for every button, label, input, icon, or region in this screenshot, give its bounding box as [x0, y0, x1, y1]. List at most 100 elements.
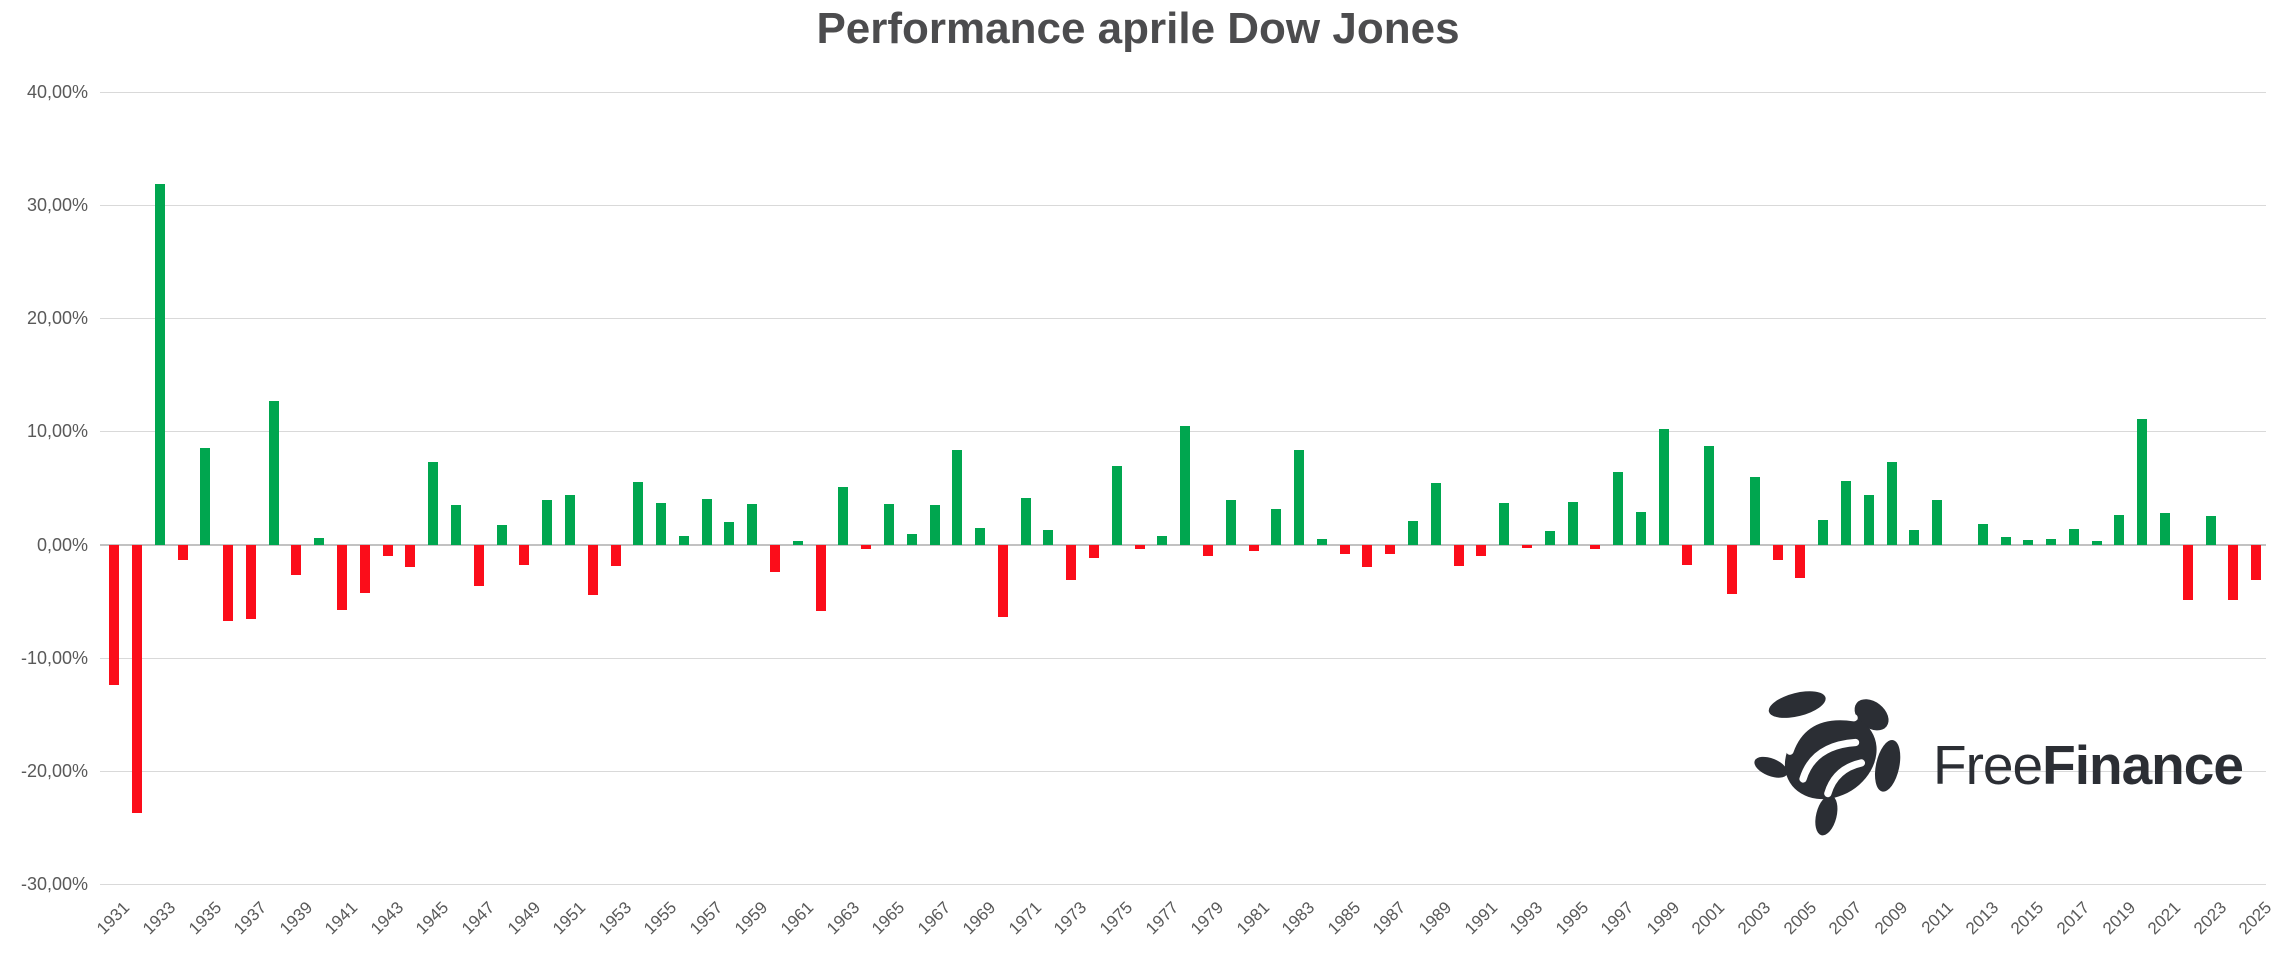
bar-1943 — [382, 544, 393, 556]
x-axis-label: 1999 — [1642, 898, 1684, 939]
x-axis-label: 1971 — [1004, 898, 1046, 939]
gridline — [100, 92, 2266, 93]
x-axis-label: 2015 — [2007, 898, 2048, 939]
bar-1968 — [952, 449, 963, 545]
bar-1934 — [177, 544, 188, 561]
gridline — [100, 318, 2266, 320]
bar-1974 — [1089, 544, 1100, 559]
x-axis-label: 1935 — [184, 898, 225, 939]
bar-1983 — [1294, 449, 1305, 545]
logo-text-finance: Finance — [2042, 734, 2244, 796]
x-axis-label: 1963 — [822, 898, 863, 939]
x-axis-label: 2009 — [1870, 898, 1912, 939]
x-axis-label: 2021 — [2144, 898, 2185, 939]
bar-2005 — [1795, 544, 1806, 579]
bar-1979 — [1202, 544, 1213, 556]
bar-1964 — [861, 544, 872, 550]
bar-2020 — [2137, 418, 2148, 545]
chart-title: Performance aprile Dow Jones — [816, 4, 1460, 53]
bar-1932 — [131, 544, 142, 813]
bar-1984 — [1316, 538, 1327, 545]
x-axis-label: 1955 — [640, 898, 681, 939]
bar-1966 — [906, 534, 917, 545]
x-axis-label: 1995 — [1551, 898, 1593, 939]
turtle-icon — [1754, 691, 1901, 836]
bar-1938 — [268, 400, 279, 545]
x-axis-label: 1991 — [1460, 898, 1501, 939]
bar-1969 — [975, 527, 986, 545]
y-axis-label: 20,00% — [26, 308, 88, 329]
bar-2008 — [1863, 494, 1874, 545]
x-axis-label: 1931 — [93, 898, 134, 939]
bar-1963 — [838, 486, 849, 545]
x-axis-label: 1993 — [1506, 898, 1547, 939]
bar-2024 — [2228, 544, 2239, 600]
bar-1961 — [792, 541, 803, 545]
bar-2011 — [1932, 500, 1943, 545]
bar-1980 — [1225, 500, 1236, 545]
x-axis-label: 1953 — [594, 898, 635, 939]
gridline — [100, 883, 2266, 885]
bar-2009 — [1886, 461, 1897, 545]
y-axis-label: -30,00% — [20, 873, 88, 894]
bar-1946 — [451, 504, 461, 545]
bar-1953 — [610, 544, 621, 567]
bar-2002 — [1727, 544, 1738, 595]
bar-1960 — [770, 544, 781, 572]
bar-2004 — [1772, 544, 1783, 561]
x-axis-label: 1997 — [1597, 898, 1638, 939]
logo-text-free: Free — [1933, 734, 2043, 796]
x-axis-label: 1967 — [913, 898, 954, 939]
x-axis-label: 1959 — [731, 898, 772, 939]
x-axis-label: 2023 — [2189, 898, 2231, 939]
bar-1972 — [1043, 529, 1054, 545]
bar-2018 — [2091, 541, 2102, 545]
bar-2006 — [1818, 519, 1829, 545]
x-axis-label: 2013 — [1961, 898, 2003, 939]
bar-1976 — [1134, 544, 1145, 550]
x-axis-label: 1951 — [549, 898, 590, 939]
bar-1991 — [1476, 544, 1487, 556]
bar-1975 — [1111, 466, 1122, 545]
bar-1942 — [359, 544, 370, 594]
x-axis-label: 2019 — [2098, 898, 2139, 939]
x-axis-label: 1987 — [1369, 898, 1410, 939]
bar-1971 — [1020, 498, 1031, 545]
bar-1947 — [473, 544, 484, 587]
bar-2010 — [1909, 529, 1920, 545]
bar-2016 — [2046, 538, 2057, 545]
x-axis-label: 1943 — [366, 898, 408, 939]
x-axis-label: 1983 — [1278, 898, 1319, 939]
bar-1995 — [1567, 501, 1578, 545]
bar-1996 — [1590, 544, 1601, 550]
gridline — [100, 657, 2266, 659]
x-axis-label: 1989 — [1415, 898, 1456, 939]
bar-1992 — [1499, 502, 1510, 545]
x-axis-label: 1957 — [685, 898, 727, 939]
bar-1999 — [1658, 429, 1669, 545]
bar-1959 — [747, 503, 758, 545]
bar-1933 — [154, 183, 165, 545]
bar-1985 — [1339, 544, 1350, 554]
x-axis-label: 1961 — [777, 898, 818, 939]
gridline — [100, 205, 2266, 207]
bar-2015 — [2023, 540, 2034, 545]
y-axis-label: 0,00% — [36, 534, 88, 555]
bar-1986 — [1362, 544, 1373, 568]
logo-text: FreeFinance — [1933, 733, 2244, 797]
bar-1952 — [587, 544, 598, 596]
y-axis-label: -20,00% — [20, 760, 88, 781]
bar-2001 — [1704, 446, 1715, 545]
brand-watermark: FreeFinance — [1752, 680, 2252, 840]
x-axis-label: 1933 — [139, 898, 180, 939]
bar-1948 — [496, 525, 507, 545]
bar-1950 — [542, 500, 553, 545]
bar-1958 — [724, 521, 735, 545]
y-axis-label: -10,00% — [20, 647, 88, 668]
x-axis-label: 1945 — [412, 898, 453, 939]
bar-2021 — [2160, 512, 2171, 545]
y-axis-label: 40,00% — [26, 82, 88, 102]
x-axis-label: 1979 — [1187, 898, 1228, 939]
bar-1937 — [245, 544, 256, 620]
bar-1977 — [1157, 535, 1168, 545]
